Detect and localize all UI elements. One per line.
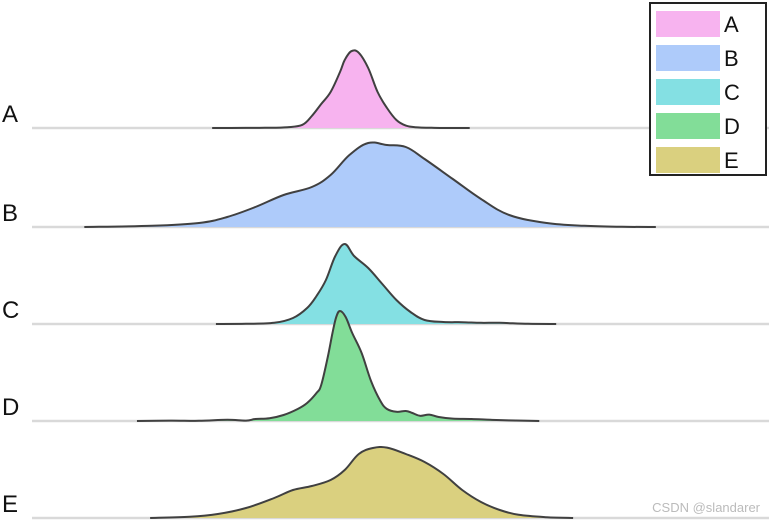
density-area-a	[212, 50, 470, 128]
density-line-d	[136, 310, 540, 422]
legend-label-c: C	[724, 80, 740, 105]
density-area-d	[136, 311, 540, 421]
ridge-row-a: A	[2, 49, 769, 130]
legend-swatch-e	[656, 147, 720, 173]
ridge-row-d: D	[2, 310, 769, 423]
density-line-c	[215, 243, 557, 325]
density-area-c	[215, 244, 557, 324]
legend-label-e: E	[724, 148, 739, 173]
row-label-a: A	[2, 101, 18, 128]
ridge-row-e: E	[2, 445, 769, 520]
legend-label-b: B	[724, 46, 739, 71]
legend-swatch-c	[656, 79, 720, 105]
row-label-c: C	[2, 297, 19, 324]
legend-swatch-b	[656, 45, 720, 71]
legend-label-a: A	[724, 12, 739, 37]
ridge-row-c: C	[2, 243, 769, 326]
density-area-b	[84, 142, 656, 227]
row-label-b: B	[2, 200, 18, 227]
legend-swatch-d	[656, 113, 720, 139]
legend-label-d: D	[724, 114, 740, 139]
ridge-row-b: B	[2, 141, 769, 229]
legend-swatch-a	[656, 11, 720, 37]
density-line-a	[212, 49, 470, 129]
row-label-e: E	[2, 491, 18, 518]
density-area-e	[150, 446, 574, 518]
density-line-e	[150, 445, 574, 519]
row-label-d: D	[2, 394, 19, 421]
watermark: CSDN @slandarer	[652, 500, 761, 515]
density-line-b	[84, 141, 656, 228]
